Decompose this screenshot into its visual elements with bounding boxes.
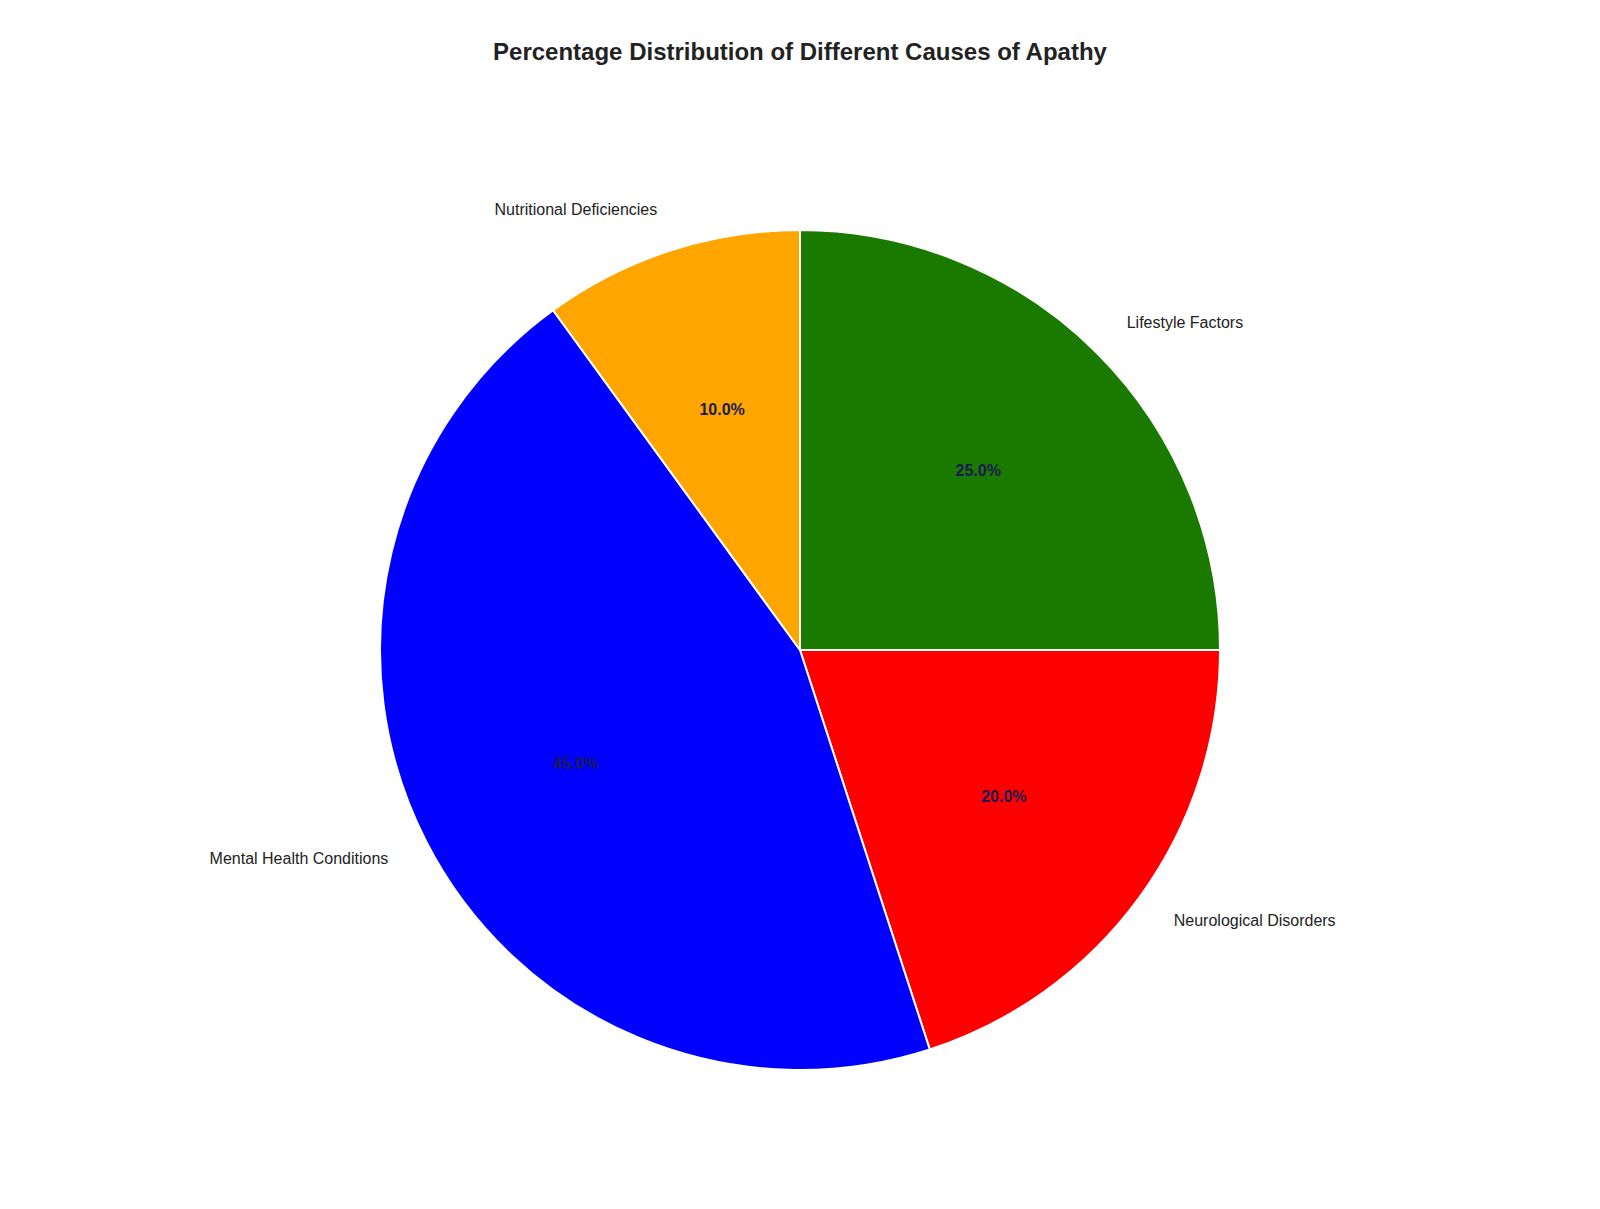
- chart-title: Percentage Distribution of Different Cau…: [493, 38, 1108, 65]
- chart-container: Percentage Distribution of Different Cau…: [0, 0, 1600, 1209]
- pie-slice: [800, 230, 1220, 650]
- value-label: 20.0%: [981, 788, 1026, 805]
- category-label: Nutritional Deficiencies: [494, 201, 657, 218]
- value-label: 25.0%: [956, 462, 1001, 479]
- slices: [380, 230, 1220, 1070]
- category-label: Neurological Disorders: [1174, 912, 1336, 929]
- pie-group: Lifestyle Factors Neurological Disorders M…: [210, 201, 1336, 1070]
- category-label: Lifestyle Factors: [1127, 314, 1243, 331]
- value-label: 10.0%: [699, 401, 744, 418]
- labels: Lifestyle Factors Neurological Disorders M…: [210, 201, 1336, 929]
- chart-svg: Percentage Distribution of Different Cau…: [0, 0, 1600, 1209]
- pie-slice: [553, 230, 800, 650]
- category-label: Mental Health Conditions: [210, 850, 389, 867]
- value-label: 45.0%: [553, 755, 598, 772]
